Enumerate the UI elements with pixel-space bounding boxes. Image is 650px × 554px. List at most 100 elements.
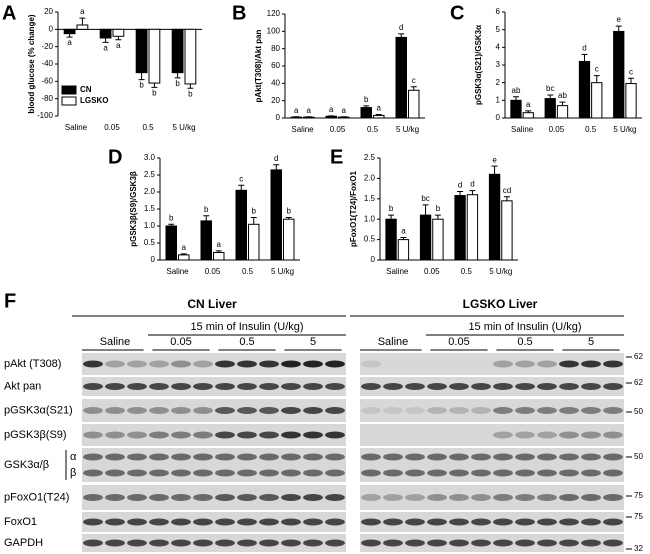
blot-band	[303, 431, 323, 439]
y-tick-label: -60	[41, 76, 53, 85]
blot-band	[559, 453, 579, 461]
bar	[395, 36, 407, 119]
bar	[213, 252, 225, 261]
blot-band	[259, 431, 279, 439]
blot-strip	[82, 512, 346, 532]
y-tick-label: 120	[267, 9, 281, 18]
bar	[135, 28, 148, 74]
blot-band	[449, 494, 469, 501]
blot-row-label: GAPDH	[4, 537, 43, 549]
blot-band	[427, 407, 447, 414]
bar	[591, 82, 603, 119]
blot-band	[171, 539, 191, 547]
blot-band	[581, 360, 601, 368]
blot-band	[281, 407, 301, 414]
blot-band	[83, 518, 103, 526]
bar	[419, 214, 432, 261]
bar	[432, 218, 444, 261]
significance-letter: c	[239, 174, 243, 183]
significance-letter: d	[470, 180, 474, 189]
blot-band	[281, 453, 301, 461]
y-tick-label: 0	[371, 255, 376, 264]
y-tick-label: 4	[496, 42, 501, 51]
blot-band	[537, 383, 557, 390]
y-tick-label: 2.5	[144, 170, 156, 179]
y-tick-label: 1.5	[364, 194, 376, 203]
blot-band	[325, 383, 345, 390]
bar	[148, 28, 161, 84]
significance-letter: b	[364, 95, 369, 104]
bar	[556, 105, 569, 119]
blot-band	[449, 383, 469, 390]
blot-band	[449, 539, 469, 547]
bar	[303, 116, 315, 119]
bar	[338, 116, 350, 119]
error-bar	[151, 83, 158, 88]
error-bar	[398, 33, 405, 38]
blot-band	[427, 383, 447, 390]
blot-band	[149, 518, 169, 526]
blot-band	[515, 539, 535, 547]
blot-band	[149, 407, 169, 414]
blot-band	[383, 469, 403, 477]
error-bar	[628, 77, 635, 84]
blot-band	[471, 383, 491, 390]
error-bar	[375, 114, 382, 116]
blot-band	[383, 453, 403, 461]
isoform-label: β	[70, 467, 76, 479]
error-bar	[285, 217, 292, 220]
bar	[397, 239, 410, 261]
blot-band	[149, 431, 169, 439]
bar	[510, 99, 522, 119]
insulin-label: 15 min of Insulin (U/kg)	[190, 321, 303, 333]
blot-band	[493, 539, 513, 547]
error-bar	[388, 214, 395, 220]
bar	[248, 223, 260, 261]
x-tick-label: 0.05	[549, 125, 565, 134]
blot-band	[83, 431, 103, 439]
blot-band	[581, 383, 601, 390]
blot-band	[603, 494, 623, 501]
blot-band	[215, 383, 235, 390]
blot-band	[215, 453, 235, 461]
y-tick-label: 5	[496, 25, 501, 34]
significance-letter: d	[458, 181, 462, 190]
error-bar	[457, 190, 464, 196]
significance-letter: c	[629, 67, 633, 76]
significance-letter: a	[294, 106, 299, 115]
bar	[171, 28, 184, 74]
blot-band	[383, 407, 403, 414]
bar	[235, 189, 247, 261]
blot-band	[83, 494, 103, 501]
blot-row-label: GSK3α/β	[4, 459, 49, 471]
blot-band	[405, 383, 425, 390]
blot-band	[281, 539, 301, 547]
blot-band	[215, 431, 235, 439]
legend-label: LGSKO	[80, 96, 108, 105]
blot-band	[281, 494, 301, 501]
error-bar	[559, 101, 566, 106]
blot-band	[325, 539, 345, 547]
blot-band	[281, 431, 301, 439]
blot-band	[237, 494, 257, 501]
blot-strip	[82, 534, 346, 552]
bar	[488, 173, 501, 261]
blot-group-title: LGSKO Liver	[463, 297, 538, 311]
y-tick-label: 0.5	[364, 235, 376, 244]
blot-band	[515, 518, 535, 526]
blot-band	[171, 383, 191, 390]
panel-label: E	[330, 146, 343, 168]
blot-band	[259, 407, 279, 414]
error-bar	[168, 223, 175, 226]
blot-band	[259, 518, 279, 526]
blot-strip	[82, 377, 346, 396]
error-bar	[363, 105, 370, 108]
blot-band	[237, 383, 257, 390]
blot-band	[193, 539, 213, 547]
y-tick-label: 40	[271, 78, 280, 87]
y-tick-label: 100	[267, 26, 281, 35]
blot-band	[493, 360, 513, 368]
y-tick-label: 0	[276, 113, 281, 122]
x-tick-label: 5 U/kg	[396, 125, 419, 134]
blot-band	[427, 494, 447, 501]
